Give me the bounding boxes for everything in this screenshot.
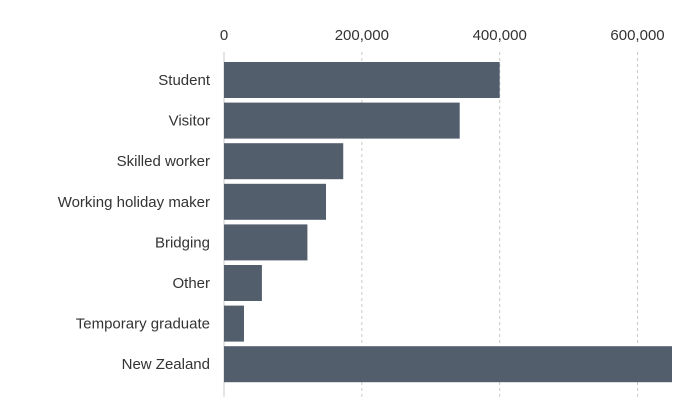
bar-layer <box>224 62 672 383</box>
category-label-layer: Student Visitor Skilled worker Working holi… <box>58 72 211 373</box>
category-label: New Zealand <box>122 356 210 373</box>
bar <box>224 143 344 180</box>
category-label: Working holiday maker <box>58 194 210 211</box>
bar <box>224 265 262 301</box>
category-label: Visitor <box>169 113 210 130</box>
category-label: Skilled worker <box>117 153 210 170</box>
bar <box>224 102 460 139</box>
bar <box>224 346 672 383</box>
bar <box>224 305 244 342</box>
category-label: Bridging <box>155 234 210 251</box>
category-label: Student <box>158 72 211 89</box>
x-tick-label: 0 <box>220 27 228 44</box>
bar <box>224 62 500 98</box>
x-tick-label: 400,000 <box>473 27 527 44</box>
bar <box>224 183 327 220</box>
category-label: Temporary graduate <box>76 316 210 333</box>
x-tick-label: 600,000 <box>610 27 664 44</box>
x-tick-layer: 0 200,000 400,000 600,000 <box>220 27 665 44</box>
category-label: Other <box>172 275 210 292</box>
x-tick-label: 200,000 <box>335 27 389 44</box>
bar <box>224 224 308 261</box>
